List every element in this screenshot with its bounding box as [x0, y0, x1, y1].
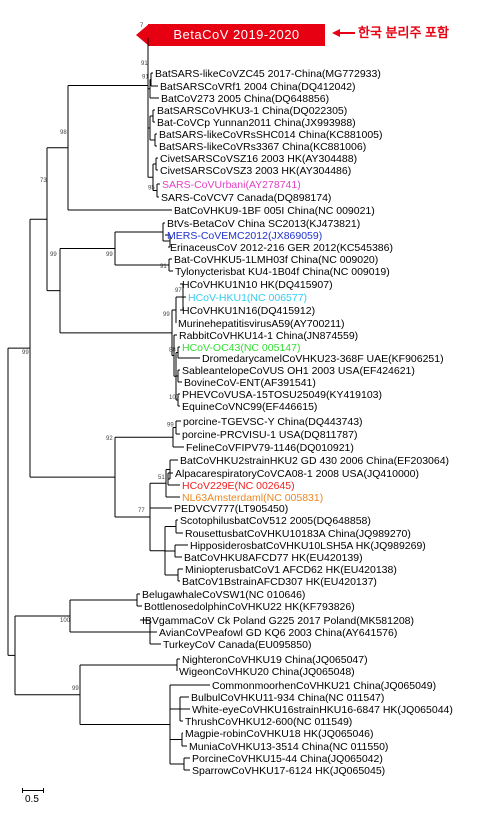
leaf-label: BottlenosedolphinCoVHKU22 HK(KF793826) — [144, 601, 355, 613]
leaf-label: HCoV-HKU1(NC 006577) — [188, 292, 307, 304]
bootstrap-value: 99 — [167, 423, 174, 429]
leaf-label: RousettusbatCoVHKU10183A China(JQ989270) — [185, 528, 411, 540]
scale-bar — [22, 788, 44, 793]
betacov-bootstrap-value: 7 — [140, 23, 144, 29]
leaf-label: MiniopterusbatCoV1 AFCD62 HK(EU420138) — [185, 564, 397, 576]
bootstrap-values: 91 95 91 98 91 99 97 100 88 99 99 73 99 51 77 92 99 100 99 — [22, 61, 182, 692]
leaf-label: BovineCoV-ENT(AF391541) — [184, 377, 316, 389]
bootstrap-value: 97 — [175, 288, 182, 294]
leaf-label: HCoV-OC43(NC 005147) — [182, 342, 300, 354]
bootstrap-value: 100 — [60, 618, 71, 624]
betacov-clade-marker — [136, 24, 149, 46]
leaf-label: BatCoVHKU2strainHKU2 GD 430 2006 China(E… — [180, 455, 449, 467]
bootstrap-value: 77 — [138, 508, 145, 514]
leaf-label: WigeonCoVHKU20 China(JQ065048) — [179, 666, 355, 678]
leaf-label: BatSARS-likeCoVRsSHC014 China(KC881005) — [159, 129, 383, 141]
leaf-label: EquineCoVNC99(EF446615) — [182, 401, 317, 413]
leaf-label: BelugawhaleCoVSW1(NC 010646) — [142, 589, 305, 601]
leaf-label: NL63Amsterdaml(NC 005831) — [182, 492, 323, 504]
leaf-label: MERS-CoVEMC2012(JX869059) — [167, 230, 322, 242]
leaf-label: SparrowCoVHKU17-6124 HK(JQ065045) — [192, 765, 385, 777]
leaf-label: ScotophilusbatCoV512 2005(DQ648858) — [180, 515, 371, 527]
leaf-label: HCoV229E(NC 002645) — [182, 480, 295, 492]
leaf-label: Tylonycterisbat KU4-1B04f China(NC 00901… — [175, 266, 390, 278]
bootstrap-value: 98 — [60, 130, 67, 136]
leaf-label: AvianCoVPeafowl GD KQ6 2003 China(AY6415… — [159, 627, 397, 639]
leaf-label: HCoVHKU1N16(DQ415912) — [182, 305, 315, 317]
leaf-label: FelineCoVFIPV79-1146(DQ010921) — [186, 442, 354, 454]
leaf-label: BatSARSCoVRf1 2004 China(DQ412042) — [160, 81, 356, 93]
scale-bar-label: 0.5 — [25, 794, 39, 805]
leaf-label: PorcineCoVHKU15-44 China(JQ065042) — [192, 753, 383, 765]
leaf-label: HCoVHKU1N10 HK(DQ415907) — [182, 279, 333, 291]
bootstrap-value: 99 — [163, 312, 170, 318]
leaf-label: BatSARS-likeCoVRs3367 China(KC881006) — [159, 141, 366, 153]
leaf-label: ThrushCoVHKU12-600(NC 011549) — [185, 716, 352, 728]
leaf-label: NighteronCoVHKU19 China(JQ065047) — [182, 654, 368, 666]
bootstrap-value: 88 — [169, 348, 176, 354]
leaf-label: SableantelopeCoVUS OH1 2003 USA(EF424621… — [182, 365, 415, 377]
leaf-label: BatSARS-likeCoVZC45 2017-China(MG772933) — [155, 68, 381, 80]
leaf-label: BatCoV1BstrainAFCD307 HK(EU420137) — [182, 576, 377, 588]
leaf-label: BatCoVHKU8AFCD77 HK(EU420139) — [184, 552, 363, 564]
leaf-label: SARS-CoVCV7 Canada(DQ898174) — [161, 192, 331, 204]
leaf-label: IBVgammaCoV Ck Poland G225 2017 Poland(M… — [142, 615, 414, 627]
bootstrap-value: 73 — [40, 178, 47, 184]
leaf-label: porcine-PRCVISU-1 USA(DQ811787) — [182, 429, 357, 441]
bootstrap-value: 91 — [160, 264, 167, 270]
leaf-label: BulbulCoVHKU11-934 China(NC 011547) — [191, 692, 384, 704]
annotation-arrow-icon — [332, 29, 340, 37]
leaf-label: ErinaceusCoV 2012-216 GER 2012(KC545386) — [170, 242, 393, 254]
leaf-label: BtVs-BetaCoV China SC2013(KJ473821) — [167, 218, 360, 230]
bootstrap-value: 91 — [142, 75, 149, 81]
leaf-label: BatCoVHKU9-1BF 005I China(NC 009021) — [174, 205, 375, 217]
annotation-arrow-line — [339, 32, 355, 34]
leaf-label: TurkeyCoV Canada(EU095850) — [163, 639, 311, 651]
leaf-label: MurinehepatitisvirusA59(AY700211) — [178, 318, 345, 330]
betacov-2019-2020-banner: BetaCoV 2019-2020 — [148, 24, 325, 46]
bootstrap-value: 99 — [72, 686, 79, 692]
leaf-label: BatCoV273 2005 China(DQ648856) — [161, 93, 329, 105]
bootstrap-value: 99 — [22, 350, 29, 356]
bootstrap-value: 100 — [169, 395, 180, 401]
leaf-label: PEDVCV777(LT905450) — [174, 503, 288, 515]
korean-isolate-annotation: 한국 분리주 포함 — [358, 25, 449, 40]
bootstrap-value: 99 — [50, 252, 57, 258]
leaf-label: HipposiderosbatCoVHKU10LSH5A HK(JQ989269… — [190, 540, 426, 552]
leaf-label: BatSARSCoVHKU3-1 China(DQ022305) — [157, 105, 347, 117]
leaf-label: CivetSARSCoVSZ3 2003 HK(AY304486) — [160, 165, 351, 177]
bootstrap-value: 91 — [141, 61, 148, 67]
leaf-label: MuniaCoVHKU13-3514 China(NC 011550) — [189, 741, 388, 753]
leaf-label: CommonmoorhenCoVHKU21 China(JQ065049) — [212, 680, 436, 692]
leaf-label: SARS-CoVUrbani(AY278741) — [162, 179, 301, 191]
leaf-labels: BatSARS-likeCoVZC45 2017-China(MG772933)… — [142, 68, 453, 777]
leaf-label: PHEVCoVUSA-15TOSU25049(KY419103) — [182, 389, 382, 401]
tree-branches — [7, 38, 210, 771]
leaf-label: Bat-CoVHKU5-1LMH03f China(NC 009020) — [174, 254, 378, 266]
leaf-label: Bat-CoVCp Yunnan2011 China(JX993988) — [157, 117, 356, 129]
leaf-label: Magpie-robinCoVHKU18 HK(JQ065046) — [185, 728, 374, 740]
bootstrap-value: 51 — [158, 475, 165, 481]
leaf-label: White-eyeCoVHKU16strainHKU16-6847 HK(JQ0… — [192, 704, 453, 716]
leaf-label: porcine-TGEVSC-Y China(DQ443743) — [183, 416, 363, 428]
bootstrap-value: 92 — [106, 436, 113, 442]
leaf-label: RabbitCoVHKU14-1 China(JN874559) — [179, 330, 358, 342]
leaf-label: CivetSARSCoVSZ16 2003 HK(AY304488) — [160, 153, 357, 165]
leaf-label: AlpacarespiratoryCoVCA08-1 2008 USA(JQ41… — [175, 468, 419, 480]
bootstrap-value: 95 — [148, 186, 155, 192]
leaf-label: DromedarycamelCoVHKU23-368F UAE(KF906251… — [202, 353, 444, 365]
bootstrap-value: 99 — [106, 252, 113, 258]
